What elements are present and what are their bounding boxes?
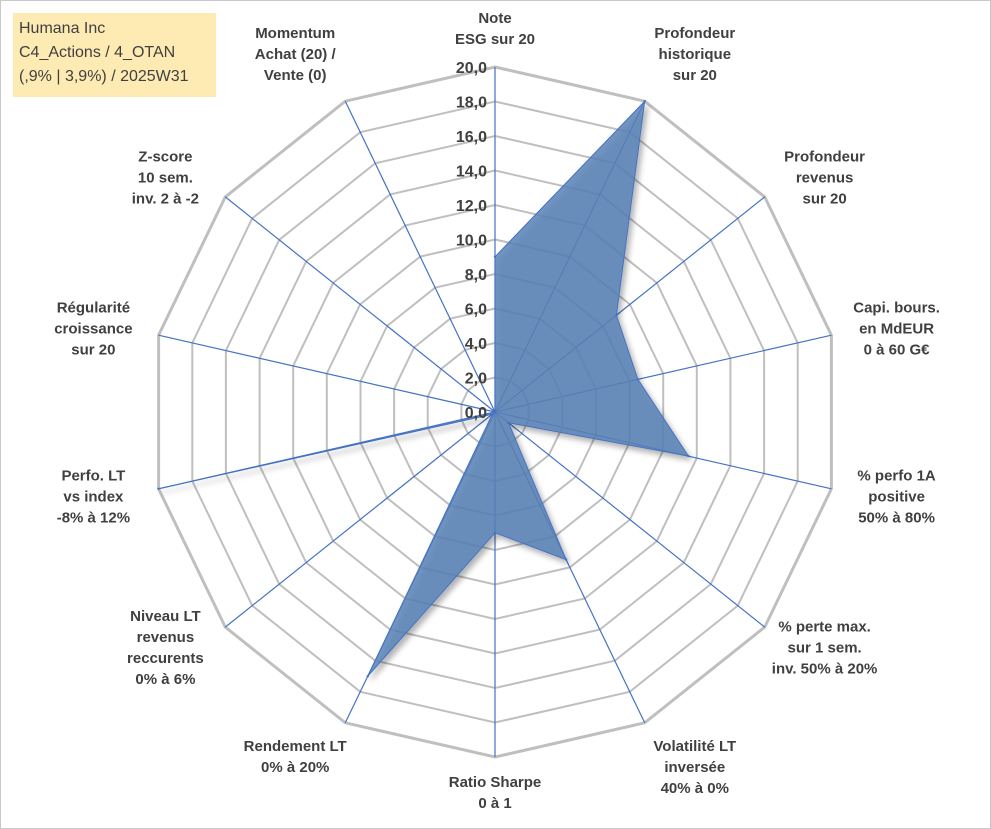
- axis-label-line: Achat (20) /: [255, 46, 337, 63]
- axis-label: Niveau LT revenus reccurents 0% à 6%: [127, 608, 204, 688]
- axis-spoke: [224, 196, 496, 413]
- axis-label-line: 50% à 80%: [858, 509, 935, 526]
- period-info: (,9% | 3,9%) / 2025W31: [19, 68, 189, 85]
- data-point: [636, 378, 640, 381]
- axis-label-line: sur 20: [673, 67, 717, 84]
- axis-label-line: inv. 50% à 20%: [772, 661, 878, 678]
- tick-label: 8,0: [465, 267, 487, 284]
- axis-label-line: 0% à 20%: [261, 759, 329, 776]
- data-point: [157, 487, 160, 490]
- axis-label-line: Momentum: [255, 25, 335, 42]
- tick-label: 0,0: [465, 405, 487, 422]
- axis-label-line: historique: [659, 46, 732, 63]
- axis-label-line: Rendement LT: [244, 738, 347, 755]
- axis-spoke: [344, 100, 496, 413]
- axis-label-line: 0 à 1: [478, 795, 511, 812]
- data-point: [615, 314, 618, 317]
- axis-label-line: revenus: [137, 629, 195, 646]
- axis-label-line: Note: [478, 10, 511, 27]
- axis-label-line: 40% à 0%: [661, 780, 729, 797]
- axis-label-line: Niveau LT: [130, 608, 201, 625]
- axis-label: Z-score 10 sem. inv. 2 à -2: [132, 148, 199, 207]
- axis-label-line: Volatilité LT: [653, 738, 736, 755]
- tick-label: 4,0: [465, 336, 487, 353]
- company-name: Humana Inc: [19, 20, 106, 37]
- axis-label-line: sur 20: [71, 342, 115, 359]
- axis-label-line: Capi. bours.: [853, 300, 940, 317]
- axis-labels: Note ESG sur 20 Profondeur historique sur 20…: [54, 10, 940, 812]
- axis-label-line: 10 sem.: [138, 169, 193, 186]
- tick-label: 12,0: [456, 198, 487, 215]
- axis-label-line: % perfo 1A: [857, 467, 936, 484]
- axis-label-line: ESG sur 20: [455, 31, 535, 48]
- axis-label: Capi. bours. en MdEUR 0 à 60 G€: [853, 300, 940, 359]
- axis-label: % perte max. sur 1 sem. inv. 50% à 20%: [772, 619, 878, 678]
- data-point: [366, 675, 369, 678]
- tick-label: 18,0: [456, 95, 487, 112]
- axis-label-line: Z-score: [138, 148, 192, 165]
- axis-label-line: inversée: [664, 759, 725, 776]
- axis-label-line: Vente (0): [264, 67, 327, 84]
- data-point: [493, 410, 497, 414]
- axis-label-line: -8% à 12%: [57, 509, 130, 526]
- axis-label-line: croissance: [54, 321, 132, 338]
- info-box: Humana Inc C4_Actions / 4_OTAN (,9% | 3,…: [13, 13, 216, 97]
- axis-label-line: revenus: [796, 169, 854, 186]
- axis-label-line: Perfo. LT: [61, 467, 125, 484]
- data-point: [491, 413, 494, 416]
- tick-label: 16,0: [456, 129, 487, 146]
- axis-label-line: 0 à 60 G€: [864, 342, 931, 359]
- axis-label: % perfo 1A positive 50% à 80%: [857, 467, 936, 526]
- axis-label-line: Régularité: [57, 300, 130, 317]
- axis-label: Momentum Achat (20) / Vente (0): [255, 25, 337, 84]
- axis-label: Rendement LT 0% à 20%: [244, 738, 347, 776]
- axis-spoke: [158, 334, 496, 413]
- radial-tick-labels: 0,0 2,0 4,0 6,0 8,0 10,0 12,0 14,0 16,0 18,0 20,0: [456, 60, 487, 422]
- data-point: [493, 531, 497, 534]
- tick-label: 6,0: [465, 302, 487, 319]
- axis-label-line: Ratio Sharpe: [449, 774, 542, 791]
- tick-label: 20,0: [456, 60, 487, 77]
- axis-label-line: sur 20: [802, 190, 846, 207]
- classification: C4_Actions / 4_OTAN: [19, 44, 176, 61]
- data-point: [643, 100, 646, 103]
- data-point: [507, 421, 510, 424]
- axis-label-line: 0% à 6%: [135, 671, 195, 688]
- axis-label: Volatilité LT inversée 40% à 0%: [653, 738, 736, 797]
- axis-label-line: sur 1 sem.: [787, 640, 861, 657]
- axis-label: Ratio Sharpe 0 à 1: [449, 774, 542, 812]
- axis-label-line: vs index: [63, 488, 124, 505]
- tick-label: 14,0: [456, 164, 487, 181]
- axis-spoke: [494, 411, 766, 628]
- axis-label-line: % perte max.: [778, 619, 871, 636]
- radar-series: [157, 99, 690, 678]
- data-point: [564, 558, 568, 561]
- tick-label: 10,0: [456, 233, 487, 250]
- tick-label: 2,0: [465, 371, 487, 388]
- axis-label-line: Profondeur: [784, 148, 865, 165]
- data-point: [493, 255, 497, 258]
- axis-label-line: inv. 2 à -2: [132, 190, 199, 207]
- axis-label-line: reccurents: [127, 650, 204, 667]
- axis-label-line: en MdEUR: [859, 321, 934, 338]
- data-point: [687, 454, 690, 458]
- axis-label-line: Profondeur: [654, 25, 735, 42]
- axis-label: Profondeur historique sur 20: [654, 25, 735, 84]
- axis-label-line: positive: [868, 488, 925, 505]
- axis-label: Profondeur revenus sur 20: [784, 148, 865, 207]
- axis-label: Régularité croissance sur 20: [54, 300, 132, 359]
- axis-label: Note ESG sur 20: [455, 10, 535, 48]
- axis-spoke: [224, 411, 496, 628]
- axis-label: Perfo. LT vs index -8% à 12%: [57, 467, 130, 526]
